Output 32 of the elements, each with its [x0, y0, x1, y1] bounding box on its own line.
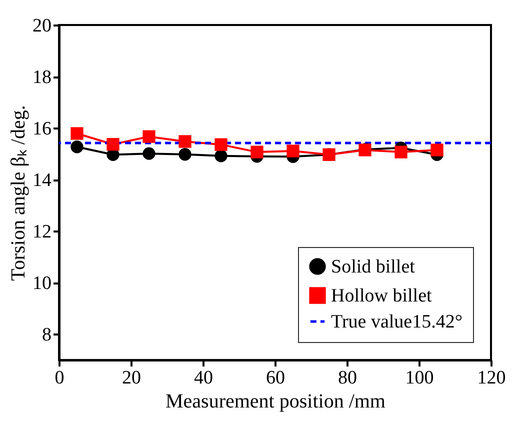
y-axis-title: Torsion angle βₖ /deg.: [8, 105, 30, 281]
x-tick-label: 0: [54, 368, 64, 388]
point: [286, 144, 300, 158]
point: [178, 148, 192, 161]
point: [214, 150, 228, 162]
y-tick-label: 16: [32, 118, 52, 140]
y-tick-label: 14: [32, 170, 52, 192]
point: [142, 130, 156, 143]
x-tick-label: 40: [194, 368, 213, 388]
x-tick-label: 80: [338, 368, 357, 388]
y-tick-label: 8: [42, 324, 52, 346]
legend-label: True value15.42°: [331, 312, 462, 332]
x-tick-label: 20: [122, 368, 141, 388]
legend-label: Hollow billet: [331, 286, 433, 306]
point: [70, 127, 84, 140]
y-tick-label: 10: [32, 273, 52, 294]
point: [178, 135, 192, 148]
x-tick-label: 120: [477, 368, 506, 388]
y-tick-label: 18: [32, 67, 52, 88]
x-tick-label: 100: [405, 368, 434, 388]
y-tick-label: 12: [32, 222, 52, 243]
x-axis-title: Measurement position /mm: [166, 390, 386, 412]
point: [394, 146, 408, 158]
point: [70, 140, 84, 154]
point: [106, 138, 120, 151]
legend-label: Solid billet: [331, 256, 416, 278]
point: [142, 147, 156, 160]
point: [430, 144, 444, 156]
point: [250, 146, 264, 158]
x-tick-label: 60: [266, 368, 285, 388]
point: [214, 138, 228, 151]
y-tick-label: 20: [32, 16, 52, 36]
